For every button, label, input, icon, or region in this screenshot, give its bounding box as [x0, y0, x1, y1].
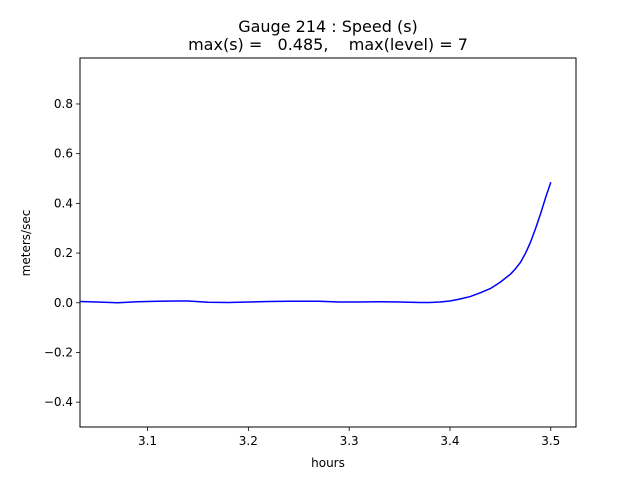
y-axis-label: meters/sec [19, 210, 33, 277]
y-tick-label: −0.4 [44, 395, 73, 409]
y-tick-label: −0.2 [44, 345, 73, 359]
chart-title: Gauge 214 : Speed (s) [238, 17, 418, 36]
y-tick-label: 0.6 [54, 147, 73, 161]
x-tick-label: 3.2 [239, 434, 258, 448]
y-tick-label: 0.0 [54, 296, 73, 310]
plot-area [79, 57, 577, 428]
y-axis-ticks: −0.4 −0.2 0.0 0.2 0.4 0.6 0.8 [44, 97, 80, 409]
x-tick-label: 3.1 [138, 434, 157, 448]
chart-subtitle: max(s) = 0.485, max(level) = 7 [188, 35, 468, 54]
axes-frame [79, 57, 577, 428]
x-tick-label: 3.4 [440, 434, 459, 448]
y-tick-label: 0.8 [54, 97, 73, 111]
y-tick-label: 0.2 [54, 246, 73, 260]
x-axis-label: hours [311, 456, 345, 470]
x-tick-label: 3.3 [340, 434, 359, 448]
x-axis-ticks: 3.1 3.2 3.3 3.4 3.5 [138, 427, 560, 448]
series-layer [79, 181, 552, 304]
y-tick-label: 0.4 [54, 196, 73, 210]
speed-series-line [79, 181, 552, 304]
x-tick-label: 3.5 [541, 434, 560, 448]
